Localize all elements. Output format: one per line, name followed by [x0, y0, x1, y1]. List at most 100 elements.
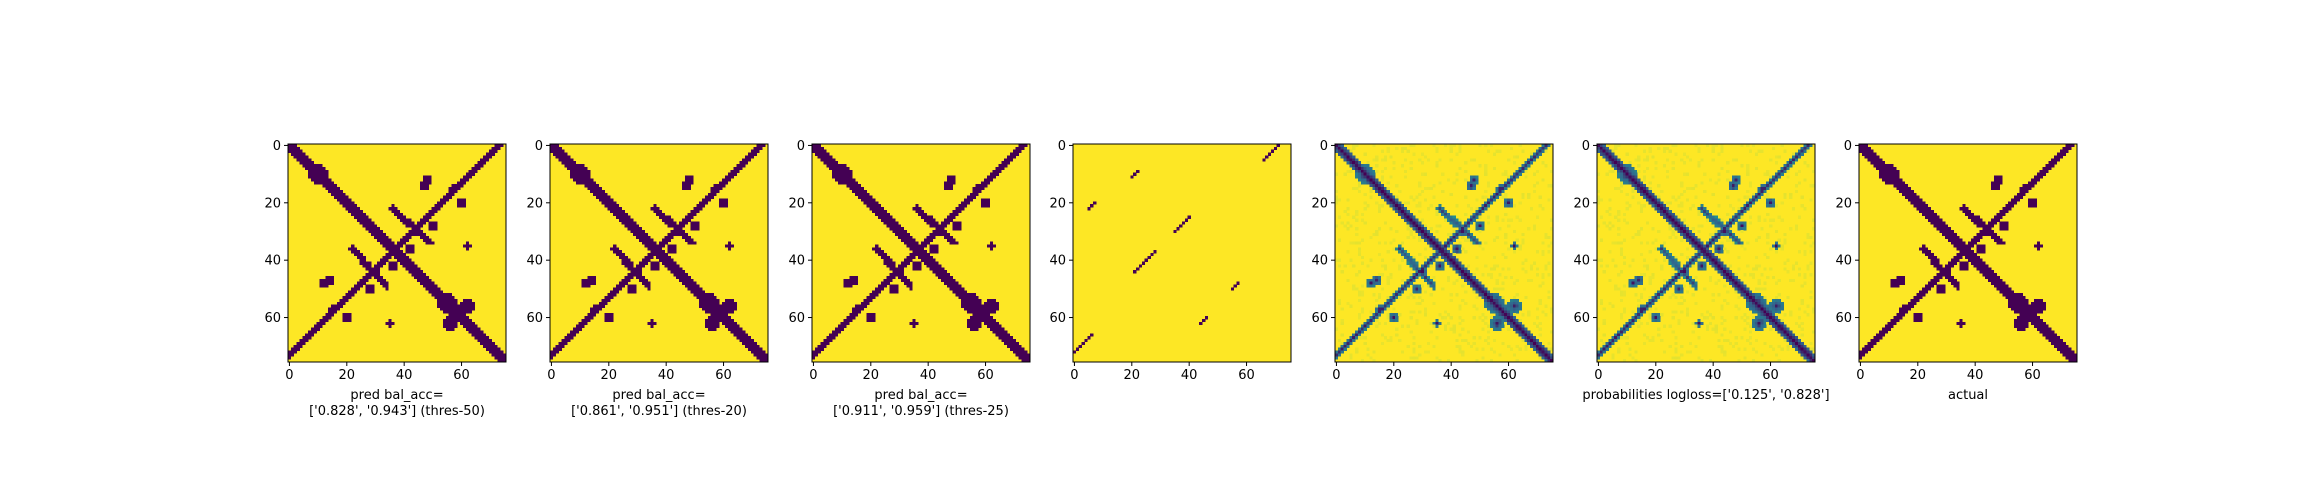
heatmap-cell — [1179, 224, 1183, 228]
heatmap-cell — [1809, 261, 1813, 265]
heatmap-cell — [1757, 235, 1761, 239]
heatmap-cell — [445, 327, 449, 331]
heatmap-cell — [437, 298, 441, 303]
heatmap-cell — [1412, 284, 1416, 288]
heatmap-cell — [1665, 146, 1670, 151]
heatmap-cell — [681, 181, 686, 185]
heatmap-cell — [958, 287, 962, 291]
heatmap-cell — [900, 261, 905, 265]
heatmap-cell — [1711, 241, 1715, 245]
heatmap-cell — [673, 261, 677, 265]
heatmap-cell — [1400, 207, 1405, 211]
heatmap-cell — [638, 235, 643, 239]
heatmap-cell — [1355, 273, 1359, 277]
heatmap-cell — [1426, 261, 1430, 265]
heatmap-cell — [1464, 278, 1468, 282]
heatmap-cell — [1515, 330, 1519, 334]
heatmap-cell — [440, 201, 444, 205]
heatmap-cell — [1421, 172, 1425, 176]
heatmap-cell — [1412, 224, 1416, 228]
heatmap-cell — [607, 201, 611, 205]
heatmap-cell — [883, 278, 887, 282]
heatmap-cell — [739, 327, 743, 331]
heatmap-cell — [1481, 287, 1485, 291]
heatmap-cell — [590, 181, 594, 185]
heatmap-cell — [379, 278, 383, 282]
heatmap-cell — [570, 164, 574, 168]
heatmap-cell — [684, 281, 688, 285]
heatmap-cell — [1449, 298, 1453, 303]
heatmap-cell — [1446, 275, 1451, 280]
heatmap-cell — [500, 144, 504, 148]
heatmap-cell — [1144, 258, 1148, 262]
heatmap-cell — [653, 241, 657, 245]
heatmap-cell — [1015, 353, 1019, 357]
heatmap-cell — [1187, 215, 1191, 219]
heatmap-cell — [719, 187, 723, 191]
heatmap-cell — [843, 318, 847, 323]
heatmap-cell — [555, 152, 559, 156]
heatmap-cell — [1378, 278, 1382, 282]
heatmap-cell — [832, 330, 836, 334]
heatmap-cell — [1492, 321, 1496, 326]
heatmap-cell — [434, 204, 438, 208]
heatmap-cell — [1423, 350, 1428, 354]
heatmap-cell — [477, 339, 481, 343]
heatmap-cell — [497, 146, 501, 151]
heatmap-cell — [1783, 232, 1787, 237]
heatmap-cell — [1634, 184, 1638, 188]
heatmap-cell — [434, 227, 438, 231]
heatmap-cell — [1720, 149, 1724, 153]
heatmap-cell — [1642, 258, 1647, 262]
heatmap-cell — [909, 258, 913, 262]
heatmap-cell — [1527, 310, 1531, 314]
heatmap-cell — [1625, 221, 1629, 225]
heatmap-cell — [636, 275, 640, 280]
heatmap-cell — [356, 212, 361, 217]
heatmap-cell — [1544, 264, 1548, 268]
heatmap-cell — [1270, 149, 1275, 153]
heatmap-cell — [1504, 232, 1508, 237]
heatmap-cell — [399, 238, 404, 242]
heatmap-cell — [607, 316, 611, 320]
heatmap-cell — [975, 189, 979, 194]
heatmap-cell — [422, 187, 426, 191]
heatmap-cell — [1714, 238, 1718, 242]
heatmap-cell — [1360, 238, 1364, 242]
heatmap-cell — [1441, 244, 1445, 248]
heatmap-cell — [1492, 198, 1496, 202]
x-tick-label: 40 — [396, 368, 413, 383]
heatmap-cell — [1380, 264, 1385, 268]
heatmap-cell — [1469, 275, 1473, 280]
heatmap-cell — [704, 304, 709, 308]
heatmap-cell — [570, 333, 574, 337]
x-tick-label: 60 — [1238, 368, 1255, 383]
heatmap-cell — [1400, 164, 1405, 168]
heatmap-cell — [1668, 235, 1672, 239]
heatmap-cell — [457, 204, 461, 208]
heatmap-cell — [747, 152, 752, 156]
heatmap-cell — [1449, 316, 1453, 320]
heatmap-cell — [762, 350, 766, 354]
heatmap-cell — [601, 198, 605, 202]
heatmap-cell — [1726, 230, 1730, 234]
heatmap-cell — [570, 169, 574, 173]
heatmap-cell — [1400, 204, 1405, 208]
heatmap-cell — [667, 224, 671, 228]
heatmap-cell — [986, 301, 991, 305]
heatmap-cell — [1415, 267, 1419, 271]
heatmap-cell — [322, 284, 326, 288]
heatmap-cell — [846, 178, 850, 182]
heatmap-cell — [1694, 241, 1698, 245]
heatmap-cell — [494, 347, 498, 351]
heatmap-cell — [1418, 181, 1422, 185]
heatmap-cell — [431, 207, 435, 211]
heatmap-cell — [1423, 307, 1428, 311]
heatmap-cell — [618, 212, 623, 217]
heatmap-cell — [1492, 267, 1496, 271]
heatmap-cell — [972, 298, 976, 303]
heatmap-cell — [1375, 275, 1379, 280]
heatmap-cell — [1449, 255, 1453, 260]
heatmap-cell — [1706, 247, 1710, 251]
heatmap-cell — [1657, 204, 1661, 208]
